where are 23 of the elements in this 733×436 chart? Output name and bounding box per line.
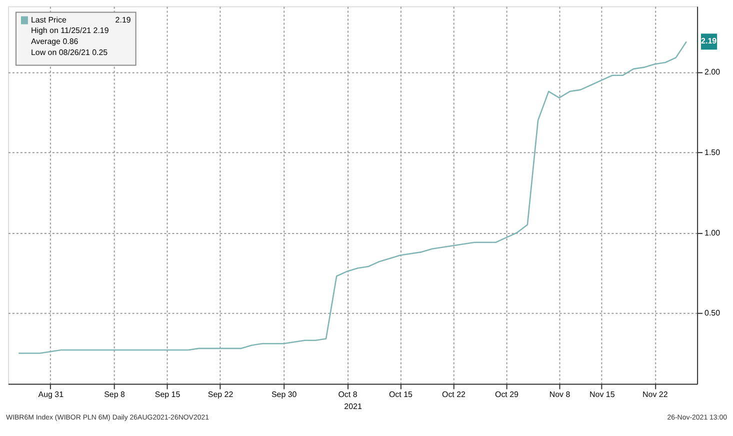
x-tick-label: Sep 22 <box>208 390 234 400</box>
annotation: Low on 08/26/21 0.25 <box>30 48 108 58</box>
y-tick-label: 1.50 <box>704 148 721 157</box>
text: 2.19 <box>701 36 718 46</box>
x-tick-label: Aug 31 <box>38 390 64 400</box>
x-tick-label: Nov 8 <box>549 390 571 400</box>
x-tick-label: Nov 15 <box>590 390 616 400</box>
y-tick-label: 1.00 <box>704 228 721 238</box>
x-tick-label: Sep 15 <box>154 390 181 400</box>
x-tick-label: Oct 15 <box>388 390 414 400</box>
x-tick-label: Oct 29 <box>494 390 520 400</box>
y-tick-label: 2.00 <box>704 68 721 77</box>
x-tick-label: Oct 22 <box>442 390 466 400</box>
annotation: 2.19 <box>115 15 132 24</box>
annotation: Average 0.86 <box>30 37 79 46</box>
x-tick-label: Oct 8 <box>338 390 358 400</box>
x-tick-label: Sep 8 <box>104 390 126 400</box>
y-tick-label: 0.50 <box>704 308 721 318</box>
annotation: High on 11/25/21 2.19 <box>30 26 110 36</box>
legend-label: Last Price <box>30 15 67 24</box>
x-tick-label: Sep 30 <box>271 390 298 400</box>
x-tick-label: Nov 22 <box>642 390 668 400</box>
x-axis-title: 2021 <box>344 402 362 412</box>
